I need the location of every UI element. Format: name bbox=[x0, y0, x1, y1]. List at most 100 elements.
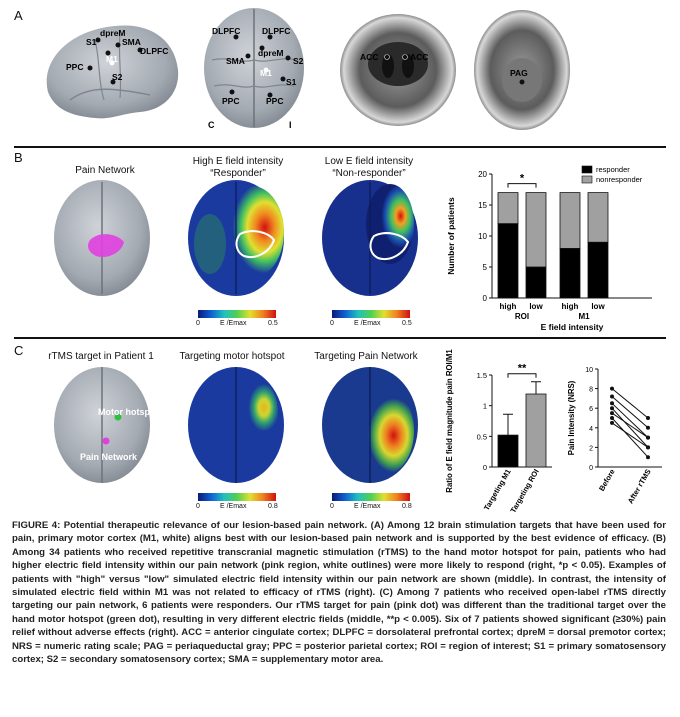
chart-c2-point-1-1 bbox=[646, 425, 650, 430]
chart-b-bar-nonresponder-3 bbox=[587, 192, 609, 243]
cb-b-high-min: 0 bbox=[196, 320, 200, 327]
cb-c-pain-max: 0.8 bbox=[402, 503, 412, 510]
chart-c1-ytick-label-3: 1.5 bbox=[477, 371, 487, 380]
chart-c-ratio-bars: 0 0.5 1 1.5 Ratio of E field magnitude pain … bbox=[445, 349, 552, 515]
motor-target-brain bbox=[188, 367, 284, 483]
chart-b-xtick-label-2: high bbox=[562, 302, 579, 311]
cb-c-motor-max: 0.8 bbox=[268, 503, 278, 510]
chart-c2-line-2 bbox=[611, 402, 649, 438]
lateral-targets bbox=[87, 37, 143, 85]
chart-c2-xtick-label-0: Before bbox=[597, 468, 617, 493]
chart-c2-point-5-0 bbox=[610, 416, 614, 420]
cb-c-pain-min: 0 bbox=[330, 503, 334, 510]
chart-b-bar-responder-3 bbox=[587, 241, 609, 299]
chart-c2-point-5-1 bbox=[646, 455, 650, 460]
cb-b-high-mid: E /Emax bbox=[220, 320, 247, 327]
chart-c1-sig-bracket bbox=[507, 373, 537, 378]
chart-c2-ytick-label-3: 6 bbox=[589, 406, 593, 413]
colorbar-c-pain bbox=[332, 493, 410, 501]
colorbar-b-low bbox=[332, 310, 410, 318]
panel-label-c: C bbox=[14, 343, 24, 358]
chart-b-bar-nonresponder-0 bbox=[497, 192, 519, 224]
label-pag: PAG bbox=[510, 68, 528, 78]
chart-c2-point-0-1 bbox=[646, 416, 650, 420]
chart-b-legend-swatch-1 bbox=[581, 175, 593, 184]
chart-c1-bar-0 bbox=[497, 434, 519, 468]
cb-c-pain-mid: E /Emax bbox=[354, 503, 381, 510]
chart-c2-line-3 bbox=[611, 407, 649, 448]
divider-a-b bbox=[14, 146, 666, 148]
label-dlpfc-lat: DLPFC bbox=[140, 46, 168, 56]
divider-b-c bbox=[14, 337, 666, 339]
chart-c2-line-5 bbox=[611, 417, 649, 458]
chart-b-ytick-label-1: 5 bbox=[483, 263, 488, 272]
pain-target-brain bbox=[322, 367, 418, 483]
chart-c1-ytick-label-1: 0.5 bbox=[477, 432, 487, 441]
chart-c2-xtick-label-1: After rTMS bbox=[626, 468, 653, 506]
chart-b-sig-bracket bbox=[507, 183, 537, 188]
cb-b-high-max: 0.5 bbox=[268, 320, 278, 327]
label-pain-network-c: Pain Network bbox=[80, 452, 138, 462]
label-dlpfc-top-l: DLPFC bbox=[212, 26, 240, 36]
chart-b-sig-label: * bbox=[520, 173, 525, 185]
chart-c1-xtick-label-1: Targeting ROI bbox=[508, 468, 540, 515]
chart-c2-point-3-0 bbox=[610, 406, 614, 411]
chart-c2-line-1 bbox=[611, 396, 649, 429]
chart-b-bar-responder-1 bbox=[525, 266, 547, 299]
chart-c-nrs-lines: 0 2 4 6 8 10 Pain Intensity (NRS) Before After r… bbox=[567, 367, 662, 506]
chart-c2-point-2-0 bbox=[610, 401, 614, 406]
chart-c1-bar-1 bbox=[525, 393, 547, 468]
high-e-brain bbox=[188, 180, 284, 296]
chart-c2-ytick-label-5: 10 bbox=[585, 367, 593, 374]
chart-b-xtick-label-3: low bbox=[591, 302, 605, 311]
colorbar-b-high bbox=[198, 310, 276, 318]
cb-b-low-min: 0 bbox=[330, 320, 334, 327]
chart-b-ylabel: Number of patients bbox=[446, 197, 456, 275]
lateral-brain bbox=[46, 25, 179, 119]
panel-a-figure: dpreM S1 SMA DLPFC M1 PPC S2 DLPFC DLPFC… bbox=[46, 8, 570, 130]
label-sma-top: SMA bbox=[226, 56, 245, 66]
low-e-brain bbox=[322, 180, 418, 296]
pain-network-dot bbox=[102, 437, 110, 445]
label-s1-lat: S1 bbox=[86, 37, 97, 47]
label-motor-hotspot: Motor hotspot bbox=[98, 407, 158, 417]
colorbar-c-motor bbox=[198, 493, 276, 501]
chart-c2-ytick-label-0: 0 bbox=[589, 465, 593, 472]
panel-b-brains bbox=[54, 180, 418, 296]
chart-b-bar-responder-2 bbox=[559, 248, 581, 299]
chart-b-legend-label-1: nonresponder bbox=[596, 175, 643, 184]
chart-b-bar-nonresponder-2 bbox=[559, 192, 581, 249]
title-high-e: High E field intensity bbox=[192, 156, 284, 167]
label-contralateral: C bbox=[208, 120, 215, 130]
label-dlpfc-top-r: DLPFC bbox=[262, 26, 290, 36]
chart-b-ytick-label-4: 20 bbox=[478, 170, 487, 179]
label-dprem-lat: dpreM bbox=[100, 28, 126, 38]
motor-hotspot-dot bbox=[114, 413, 122, 421]
axial-mri bbox=[474, 10, 570, 130]
chart-b-legend-swatch-0 bbox=[581, 165, 593, 174]
title-rtms-target: rTMS target in Patient 1 bbox=[48, 351, 154, 362]
label-s2-lat: S2 bbox=[112, 72, 123, 82]
label-dprem-top: dpreM bbox=[258, 48, 284, 58]
label-m1-top: M1 bbox=[260, 68, 272, 78]
title-low-e: Low E field intensity bbox=[324, 156, 414, 167]
top-brain bbox=[204, 8, 304, 128]
cb-b-low-mid: E /Emax bbox=[354, 320, 381, 327]
label-ipsilateral: I bbox=[289, 120, 292, 130]
chart-c1-ytick-label-0: 0 bbox=[483, 463, 487, 472]
chart-c1-xtick-label-0: Targeting M1 bbox=[482, 468, 513, 512]
title-pain-network: Pain Network bbox=[75, 165, 135, 176]
chart-c2-ytick-label-2: 4 bbox=[589, 426, 593, 433]
label-m1-lat: M1 bbox=[106, 54, 118, 64]
chart-b-ytick-label-0: 0 bbox=[483, 294, 488, 303]
label-ppc-top-r: PPC bbox=[266, 96, 283, 106]
chart-c2-point-1-0 bbox=[610, 394, 614, 399]
panel-label-b: B bbox=[14, 150, 23, 165]
chart-b-group-label-0: ROI bbox=[515, 312, 529, 321]
chart-b-stacked-bars: 0 5 10 15 20 Number of patients high low high low… bbox=[446, 165, 652, 332]
chart-b-xlabel: E field intensity bbox=[541, 322, 604, 332]
chart-c2-line-4 bbox=[611, 412, 649, 439]
chart-c2-point-4-1 bbox=[646, 435, 650, 440]
chart-c2-ytick-label-4: 8 bbox=[589, 387, 593, 394]
title-nonresponder: “Non-responder” bbox=[332, 168, 406, 179]
